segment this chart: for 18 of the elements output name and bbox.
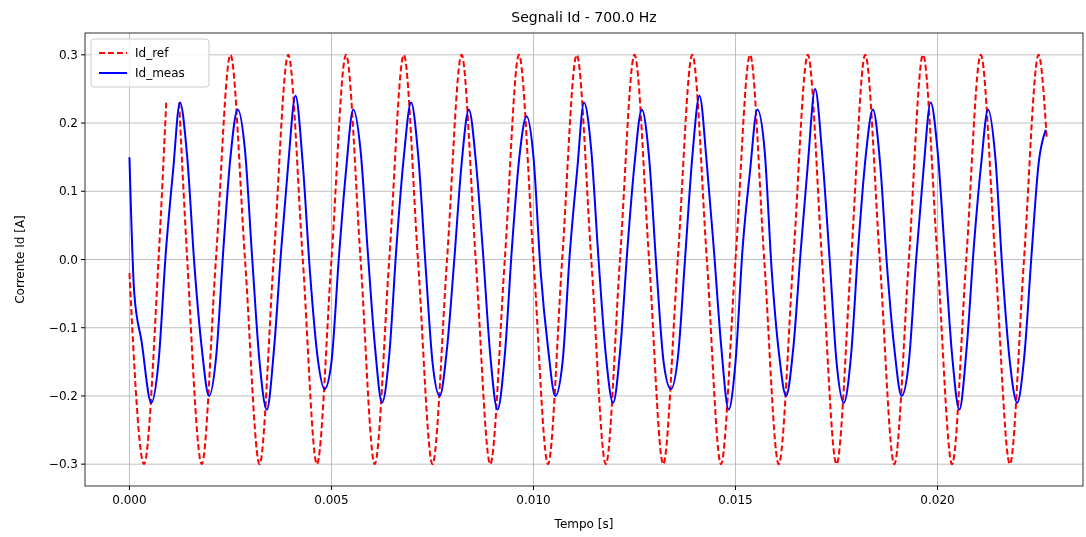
y-tick-label: −0.2 — [48, 388, 78, 403]
y-axis-title: Corrente Id [A] — [13, 215, 27, 304]
y-tick-label: 0.1 — [58, 184, 78, 199]
x-tick-label: 0.010 — [516, 493, 551, 507]
x-tick-label: 0.005 — [314, 493, 349, 507]
y-tick-label: −0.3 — [48, 457, 78, 472]
y-tick-label: 0.2 — [58, 116, 78, 131]
x-tick-label: 0.015 — [718, 493, 753, 507]
y-tick-label: 0.3 — [58, 47, 78, 62]
legend-label: Id_ref — [135, 46, 170, 60]
legend-label: Id_meas — [135, 66, 185, 80]
y-tick-label: −0.1 — [48, 320, 78, 335]
x-axis-title: Tempo [s] — [553, 517, 614, 531]
x-tick-label: 0.000 — [112, 493, 147, 507]
y-tick-label: 0.0 — [58, 252, 78, 267]
x-tick-label: 0.020 — [920, 493, 955, 507]
line-series — [128, 87, 1047, 411]
chart-title: Segnali Id - 700.0 Hz — [511, 9, 657, 25]
